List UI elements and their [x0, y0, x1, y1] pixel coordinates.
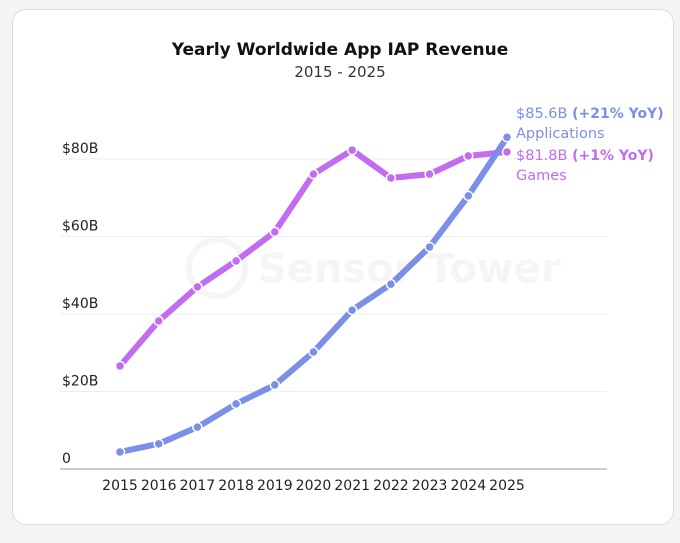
applications-point [230, 398, 242, 410]
x-tick-label: 2019 [257, 478, 293, 494]
applications-point [192, 421, 203, 433]
games-point [230, 255, 242, 267]
applications-legend: Applications [516, 126, 605, 142]
applications-point [463, 190, 474, 202]
chart-title: Yearly Worldwide App IAP Revenue [171, 40, 509, 60]
games-point [346, 144, 358, 156]
applications-end-label: $85.6B (+21% YoY) Applications [516, 104, 664, 144]
games-point [153, 315, 164, 327]
applications-yoy: (+21% YoY) [572, 106, 664, 122]
games-end-label: $81.8B (+1% YoY) Games [516, 146, 654, 186]
applications-line [117, 134, 510, 455]
x-tick-label: 2017 [180, 478, 216, 494]
chart-card [12, 9, 674, 525]
x-tick-label: 2020 [296, 478, 332, 494]
x-tick-label: 2016 [141, 478, 177, 494]
applications-point [153, 438, 164, 450]
y-tick-label: $20B [62, 374, 98, 390]
applications-point [385, 278, 397, 290]
y-tick-label: $60B [62, 219, 98, 235]
x-tick-label: 2025 [489, 478, 525, 494]
y-tick-label: 0 [62, 451, 71, 467]
applications-end-value: $85.6B [516, 106, 568, 122]
x-tick-label: 2018 [218, 478, 254, 494]
watermark-logo-icon [186, 237, 248, 299]
y-tick-label: $80B [62, 141, 98, 157]
x-tick-label: 2015 [102, 478, 138, 494]
applications-point [346, 304, 358, 316]
games-point [308, 168, 319, 180]
x-tick-label: 2023 [412, 478, 448, 494]
games-point [269, 226, 281, 238]
applications-point [114, 446, 126, 458]
games-point [463, 150, 474, 162]
games-yoy: (+1% YoY) [572, 148, 654, 164]
games-point [385, 172, 397, 184]
games-point [501, 146, 513, 158]
x-tick-label: 2022 [373, 478, 409, 494]
applications-point [424, 241, 435, 253]
y-tick-label: $40B [62, 296, 98, 312]
games-legend: Games [516, 168, 567, 184]
games-point [114, 360, 126, 372]
applications-point [501, 132, 513, 143]
chart-subtitle: 2015 - 2025 [294, 63, 386, 81]
applications-point [308, 346, 319, 358]
games-point [424, 168, 435, 180]
applications-point [269, 379, 281, 391]
x-tick-label: 2024 [450, 478, 486, 494]
x-tick-label: 2021 [334, 478, 370, 494]
games-point [192, 281, 203, 293]
games-end-value: $81.8B [516, 148, 568, 164]
